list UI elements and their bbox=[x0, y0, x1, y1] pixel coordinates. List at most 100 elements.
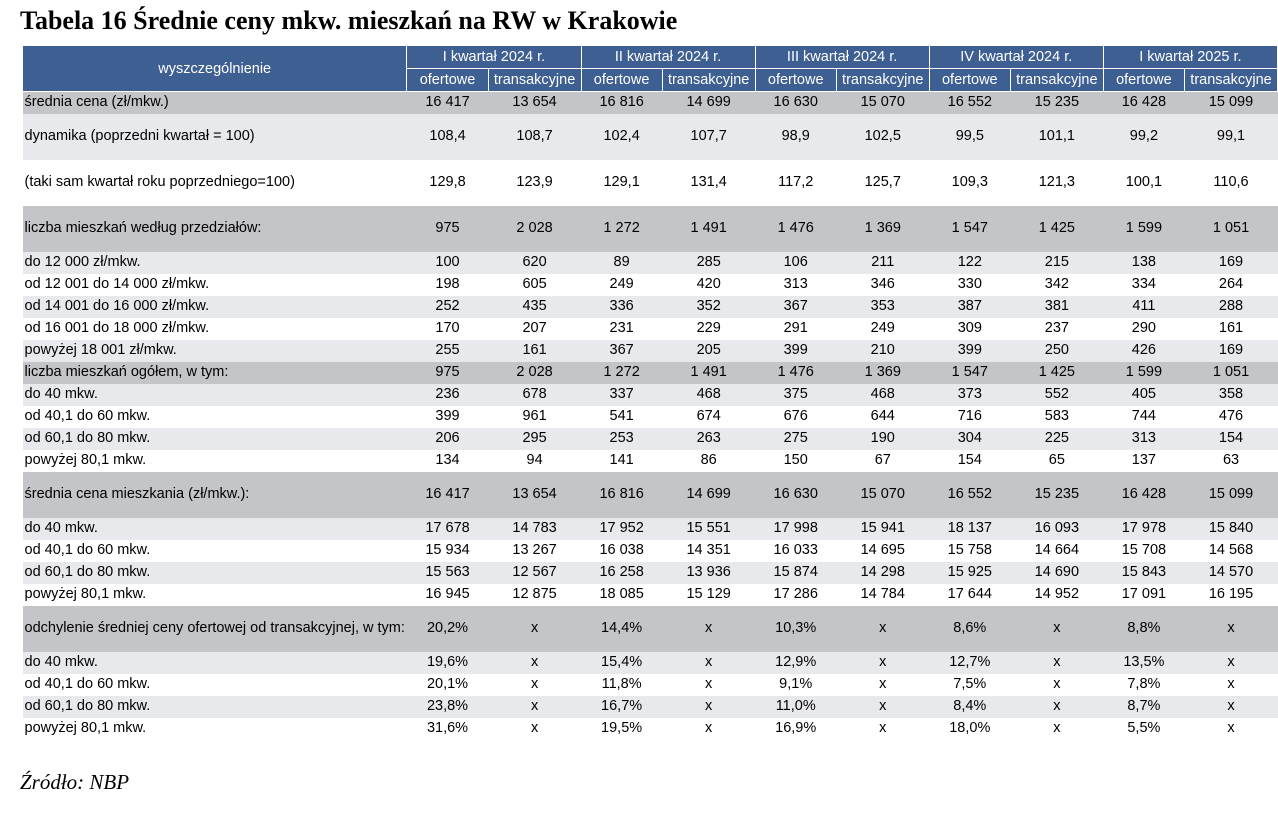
cell-transaction-value: 285 bbox=[662, 251, 756, 274]
cell-transaction-value: 14 783 bbox=[488, 517, 581, 540]
cell-transaction-value: 225 bbox=[1010, 427, 1104, 450]
cell-offer-value: 20,1% bbox=[406, 673, 489, 696]
cell-transaction-value: x bbox=[662, 605, 756, 652]
cell-offer-value: 17 978 bbox=[1103, 517, 1185, 540]
cell-offer-value: 15,4% bbox=[581, 651, 663, 674]
row-label: od 40,1 do 60 mkw. bbox=[22, 405, 407, 428]
cell-transaction-value: x bbox=[1184, 605, 1278, 652]
cell-offer-value: 17 286 bbox=[755, 583, 837, 606]
cell-offer-value: 330 bbox=[929, 273, 1011, 296]
cell-offer-value: 337 bbox=[581, 383, 663, 406]
cell-transaction-value: 169 bbox=[1184, 339, 1278, 362]
cell-offer-value: 975 bbox=[406, 361, 489, 384]
cell-transaction-value: 1 491 bbox=[662, 361, 756, 384]
table-row: średnia cena mieszkania (zł/mkw.): 16 417… bbox=[22, 471, 1278, 518]
row-label: do 12 000 zł/mkw. bbox=[22, 251, 407, 274]
cell-transaction-value: 15 099 bbox=[1184, 471, 1278, 518]
row-label: powyżej 80,1 mkw. bbox=[22, 583, 407, 606]
cell-offer-value: 102,4 bbox=[581, 113, 663, 160]
cell-transaction-value: x bbox=[1184, 695, 1278, 718]
cell-offer-value: 16 038 bbox=[581, 539, 663, 562]
cell-transaction-value: 131,4 bbox=[662, 159, 756, 206]
cell-transaction-value: 207 bbox=[488, 317, 581, 340]
header-row-subcolumns: ofertowe transakcyjne ofertowe transakcy… bbox=[23, 68, 1278, 92]
cell-offer-value: 313 bbox=[755, 273, 837, 296]
cell-transaction-value: 15 941 bbox=[836, 517, 930, 540]
cell-offer-value: 109,3 bbox=[929, 159, 1011, 206]
header-cell-transaction: transakcyjne bbox=[1009, 68, 1104, 92]
table-row: do 40 mkw. 19,6% x 15,4% x 12,9% x 12,7% x 13,5% x bbox=[22, 651, 1278, 674]
cell-offer-value: 16 417 bbox=[406, 91, 489, 114]
cell-transaction-value: x bbox=[1010, 717, 1104, 740]
cell-transaction-value: 358 bbox=[1184, 383, 1278, 406]
table-row: (taki sam kwartał roku poprzedniego=100)… bbox=[22, 159, 1278, 206]
cell-offer-value: 16 417 bbox=[406, 471, 489, 518]
row-label: powyżej 80,1 mkw. bbox=[22, 449, 407, 472]
cell-transaction-value: 15 235 bbox=[1010, 471, 1104, 518]
cell-offer-value: 15 934 bbox=[406, 539, 489, 562]
cell-transaction-value: 1 051 bbox=[1184, 205, 1278, 252]
cell-transaction-value: x bbox=[1184, 717, 1278, 740]
cell-offer-value: 12,9% bbox=[755, 651, 837, 674]
cell-offer-value: 206 bbox=[406, 427, 489, 450]
cell-offer-value: 16 258 bbox=[581, 561, 663, 584]
cell-offer-value: 236 bbox=[406, 383, 489, 406]
cell-offer-value: 18 085 bbox=[581, 583, 663, 606]
cell-transaction-value: 2 028 bbox=[488, 205, 581, 252]
cell-offer-value: 117,2 bbox=[755, 159, 837, 206]
cell-transaction-value: 169 bbox=[1184, 251, 1278, 274]
cell-offer-value: 16 945 bbox=[406, 583, 489, 606]
cell-offer-value: 18 137 bbox=[929, 517, 1011, 540]
table-row: od 12 001 do 14 000 zł/mkw. 198 605 249 420 3… bbox=[22, 273, 1278, 296]
cell-offer-value: 975 bbox=[406, 205, 489, 252]
cell-offer-value: 15 925 bbox=[929, 561, 1011, 584]
source-note: Źródło: NBP bbox=[20, 770, 130, 794]
cell-offer-value: 99,5 bbox=[929, 113, 1011, 160]
cell-offer-value: 18,0% bbox=[929, 717, 1011, 740]
cell-transaction-value: 86 bbox=[662, 449, 756, 472]
cell-transaction-value: 94 bbox=[488, 449, 581, 472]
cell-transaction-value: 215 bbox=[1010, 251, 1104, 274]
cell-offer-value: 106 bbox=[755, 251, 837, 274]
cell-transaction-value: 420 bbox=[662, 273, 756, 296]
cell-transaction-value: 63 bbox=[1184, 449, 1278, 472]
cell-offer-value: 275 bbox=[755, 427, 837, 450]
cell-transaction-value: 14 568 bbox=[1184, 539, 1278, 562]
cell-transaction-value: 250 bbox=[1010, 339, 1104, 362]
cell-offer-value: 1 547 bbox=[929, 205, 1011, 252]
cell-offer-value: 15 758 bbox=[929, 539, 1011, 562]
table-row: powyżej 80,1 mkw. 16 945 12 875 18 085 15 12… bbox=[22, 583, 1278, 606]
cell-transaction-value: 644 bbox=[836, 405, 930, 428]
cell-transaction-value: 154 bbox=[1184, 427, 1278, 450]
cell-offer-value: 744 bbox=[1103, 405, 1185, 428]
cell-transaction-value: x bbox=[488, 605, 581, 652]
cell-transaction-value: 674 bbox=[662, 405, 756, 428]
cell-transaction-value: x bbox=[836, 717, 930, 740]
cell-transaction-value: x bbox=[836, 651, 930, 674]
cell-offer-value: 137 bbox=[1103, 449, 1185, 472]
cell-transaction-value: 205 bbox=[662, 339, 756, 362]
cell-transaction-value: 468 bbox=[836, 383, 930, 406]
cell-transaction-value: 14 784 bbox=[836, 583, 930, 606]
cell-transaction-value: 14 699 bbox=[662, 471, 756, 518]
cell-offer-value: 387 bbox=[929, 295, 1011, 318]
row-label: od 40,1 do 60 mkw. bbox=[22, 673, 407, 696]
cell-transaction-value: x bbox=[836, 695, 930, 718]
cell-offer-value: 373 bbox=[929, 383, 1011, 406]
cell-transaction-value: 1 369 bbox=[836, 361, 930, 384]
cell-transaction-value: 381 bbox=[1010, 295, 1104, 318]
cell-transaction-value: x bbox=[836, 673, 930, 696]
cell-offer-value: 541 bbox=[581, 405, 663, 428]
cell-offer-value: 249 bbox=[581, 273, 663, 296]
row-label: od 16 001 do 18 000 zł/mkw. bbox=[22, 317, 407, 340]
cell-transaction-value: 15 235 bbox=[1010, 91, 1104, 114]
cell-offer-value: 399 bbox=[755, 339, 837, 362]
cell-transaction-value: x bbox=[662, 717, 756, 740]
cell-transaction-value: 583 bbox=[1010, 405, 1104, 428]
cell-transaction-value: x bbox=[662, 673, 756, 696]
cell-transaction-value: 476 bbox=[1184, 405, 1278, 428]
row-label: powyżej 80,1 mkw. bbox=[22, 717, 407, 740]
cell-transaction-value: 102,5 bbox=[836, 113, 930, 160]
cell-offer-value: 141 bbox=[581, 449, 663, 472]
cell-transaction-value: 121,3 bbox=[1010, 159, 1104, 206]
